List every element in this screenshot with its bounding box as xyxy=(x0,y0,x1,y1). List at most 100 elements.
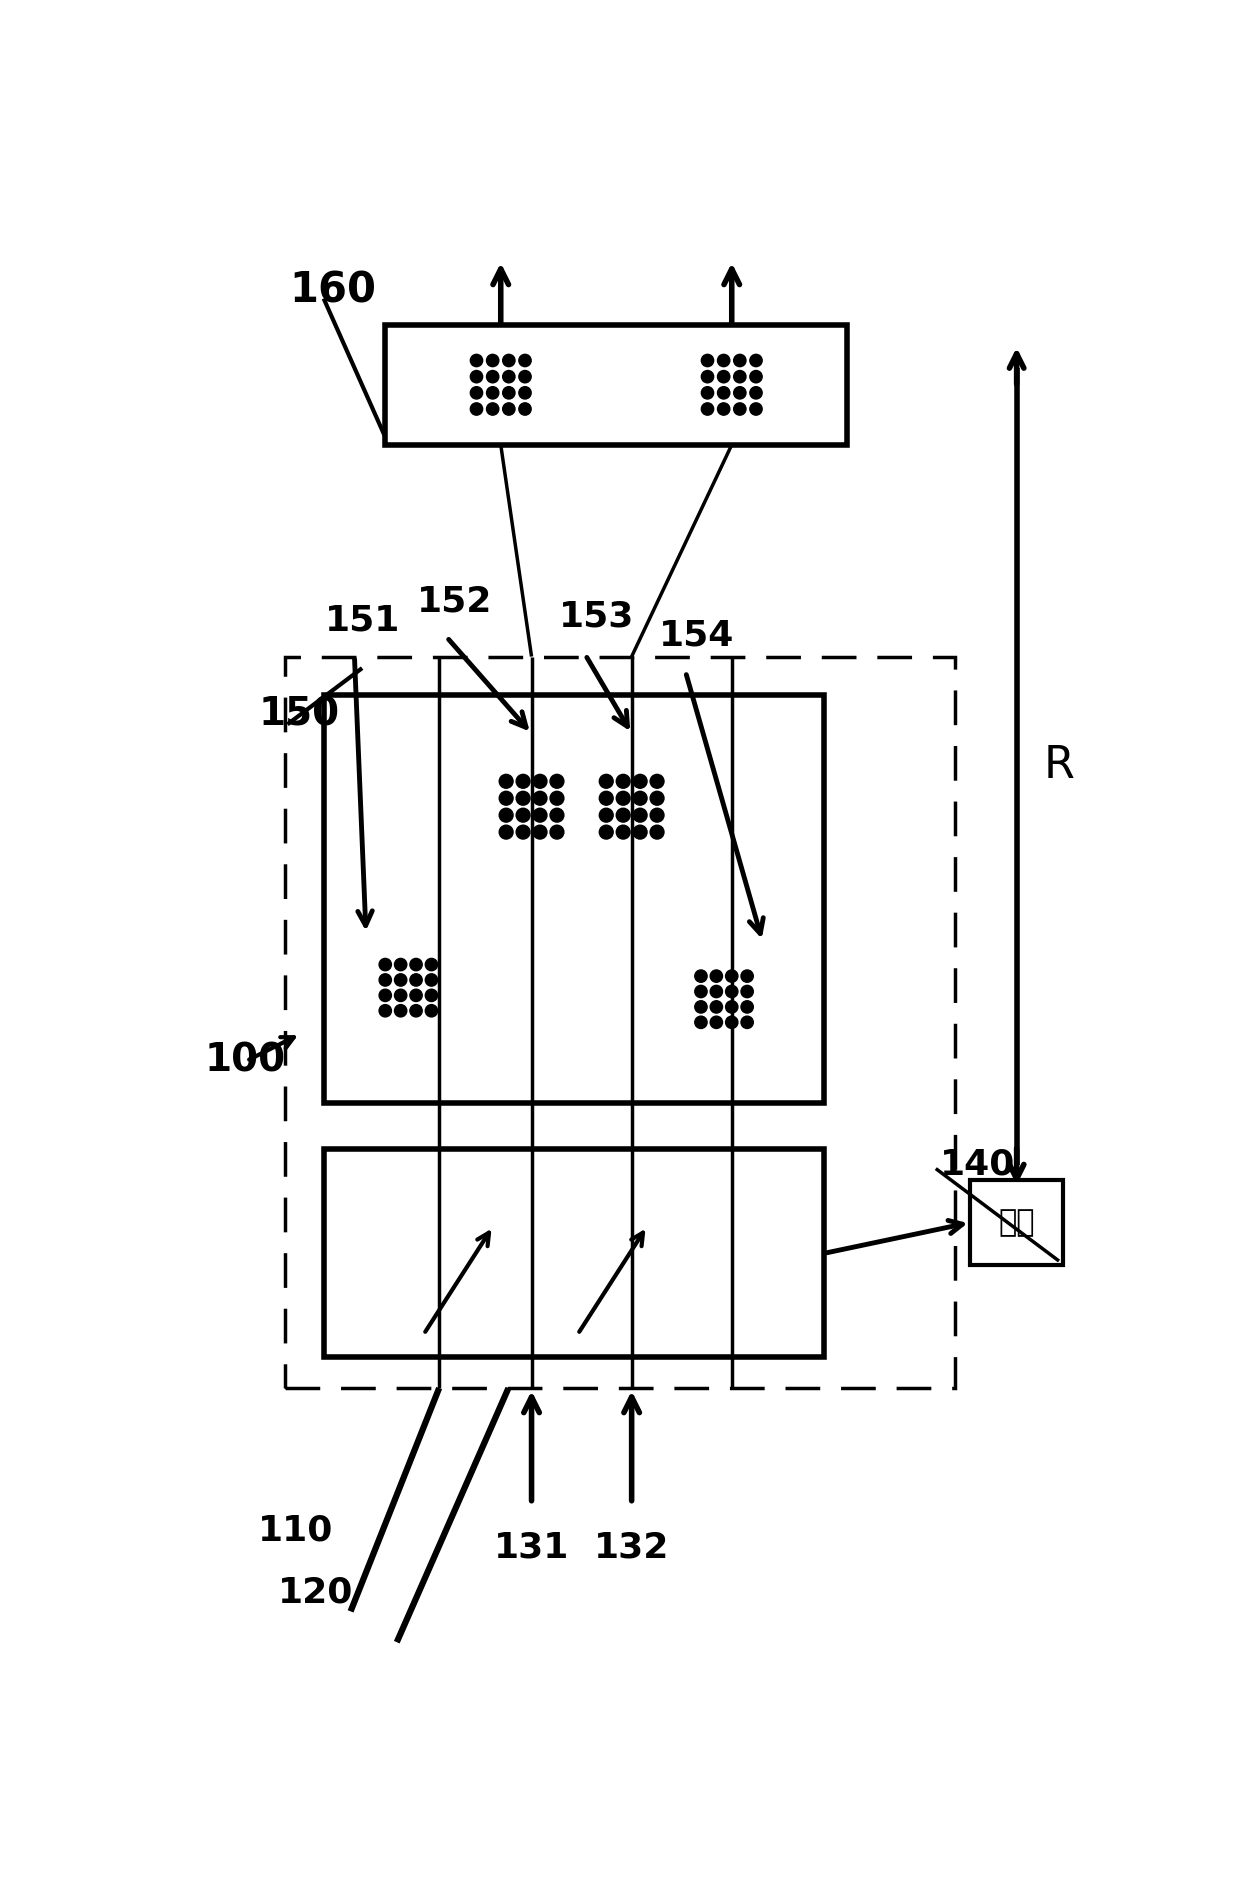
Circle shape xyxy=(616,791,630,806)
Circle shape xyxy=(616,774,630,789)
Circle shape xyxy=(694,1001,707,1012)
Circle shape xyxy=(718,404,730,415)
Circle shape xyxy=(410,1005,422,1016)
Circle shape xyxy=(702,404,714,415)
Circle shape xyxy=(518,404,531,415)
Circle shape xyxy=(533,774,547,789)
Circle shape xyxy=(725,969,738,982)
Circle shape xyxy=(394,958,407,971)
Circle shape xyxy=(394,975,407,986)
Circle shape xyxy=(734,370,746,383)
Circle shape xyxy=(725,986,738,997)
Circle shape xyxy=(470,370,482,383)
Circle shape xyxy=(702,387,714,398)
Circle shape xyxy=(750,370,763,383)
Circle shape xyxy=(470,387,482,398)
Circle shape xyxy=(518,387,531,398)
Circle shape xyxy=(502,355,515,366)
Circle shape xyxy=(516,808,529,823)
Bar xyxy=(971,1179,1063,1266)
Circle shape xyxy=(711,1001,723,1012)
Circle shape xyxy=(470,355,482,366)
Text: 110: 110 xyxy=(258,1514,334,1547)
Text: 信令: 信令 xyxy=(998,1208,1035,1238)
Bar xyxy=(324,695,825,1102)
Text: 132: 132 xyxy=(594,1531,670,1564)
Circle shape xyxy=(516,774,529,789)
Circle shape xyxy=(379,990,392,1001)
Circle shape xyxy=(500,791,513,806)
Circle shape xyxy=(425,958,438,971)
Circle shape xyxy=(711,986,723,997)
Circle shape xyxy=(410,958,422,971)
Circle shape xyxy=(750,355,763,366)
Circle shape xyxy=(599,808,613,823)
Circle shape xyxy=(650,791,663,806)
Circle shape xyxy=(634,791,647,806)
Circle shape xyxy=(425,975,438,986)
Bar xyxy=(324,1149,825,1358)
Text: 154: 154 xyxy=(660,618,735,654)
Text: 131: 131 xyxy=(494,1531,569,1564)
Text: 150: 150 xyxy=(258,695,340,732)
Circle shape xyxy=(502,370,515,383)
Circle shape xyxy=(394,990,407,1001)
Circle shape xyxy=(470,404,482,415)
Circle shape xyxy=(634,824,647,839)
Circle shape xyxy=(500,808,513,823)
Text: 140: 140 xyxy=(940,1147,1016,1181)
Circle shape xyxy=(734,387,746,398)
Circle shape xyxy=(650,774,663,789)
Text: 120: 120 xyxy=(278,1576,353,1609)
Circle shape xyxy=(694,986,707,997)
Circle shape xyxy=(502,387,515,398)
Text: 152: 152 xyxy=(417,584,492,618)
Circle shape xyxy=(518,370,531,383)
Circle shape xyxy=(516,824,529,839)
Circle shape xyxy=(551,824,564,839)
Circle shape xyxy=(750,404,763,415)
Circle shape xyxy=(742,1016,754,1029)
Circle shape xyxy=(750,387,763,398)
Circle shape xyxy=(616,824,630,839)
Text: 100: 100 xyxy=(205,1042,285,1080)
Circle shape xyxy=(379,975,392,986)
Circle shape xyxy=(533,808,547,823)
Text: R: R xyxy=(1044,744,1075,787)
Circle shape xyxy=(599,774,613,789)
Circle shape xyxy=(634,808,647,823)
Circle shape xyxy=(734,355,746,366)
Circle shape xyxy=(486,355,498,366)
Circle shape xyxy=(742,986,754,997)
Circle shape xyxy=(486,370,498,383)
Circle shape xyxy=(379,1005,392,1016)
Circle shape xyxy=(711,1016,723,1029)
Circle shape xyxy=(502,404,515,415)
Circle shape xyxy=(718,355,730,366)
Circle shape xyxy=(500,824,513,839)
Circle shape xyxy=(718,387,730,398)
Circle shape xyxy=(694,1016,707,1029)
Circle shape xyxy=(394,1005,407,1016)
Circle shape xyxy=(410,990,422,1001)
Bar xyxy=(386,325,847,445)
Circle shape xyxy=(425,1005,438,1016)
Circle shape xyxy=(616,808,630,823)
Circle shape xyxy=(425,990,438,1001)
Circle shape xyxy=(533,791,547,806)
Circle shape xyxy=(533,824,547,839)
Circle shape xyxy=(486,404,498,415)
Text: 160: 160 xyxy=(289,270,376,312)
Circle shape xyxy=(725,1001,738,1012)
Circle shape xyxy=(734,404,746,415)
Circle shape xyxy=(718,370,730,383)
Circle shape xyxy=(650,824,663,839)
Circle shape xyxy=(650,808,663,823)
Circle shape xyxy=(634,774,647,789)
Circle shape xyxy=(694,969,707,982)
Bar xyxy=(285,657,955,1388)
Circle shape xyxy=(410,975,422,986)
Circle shape xyxy=(702,355,714,366)
Circle shape xyxy=(711,969,723,982)
Circle shape xyxy=(742,969,754,982)
